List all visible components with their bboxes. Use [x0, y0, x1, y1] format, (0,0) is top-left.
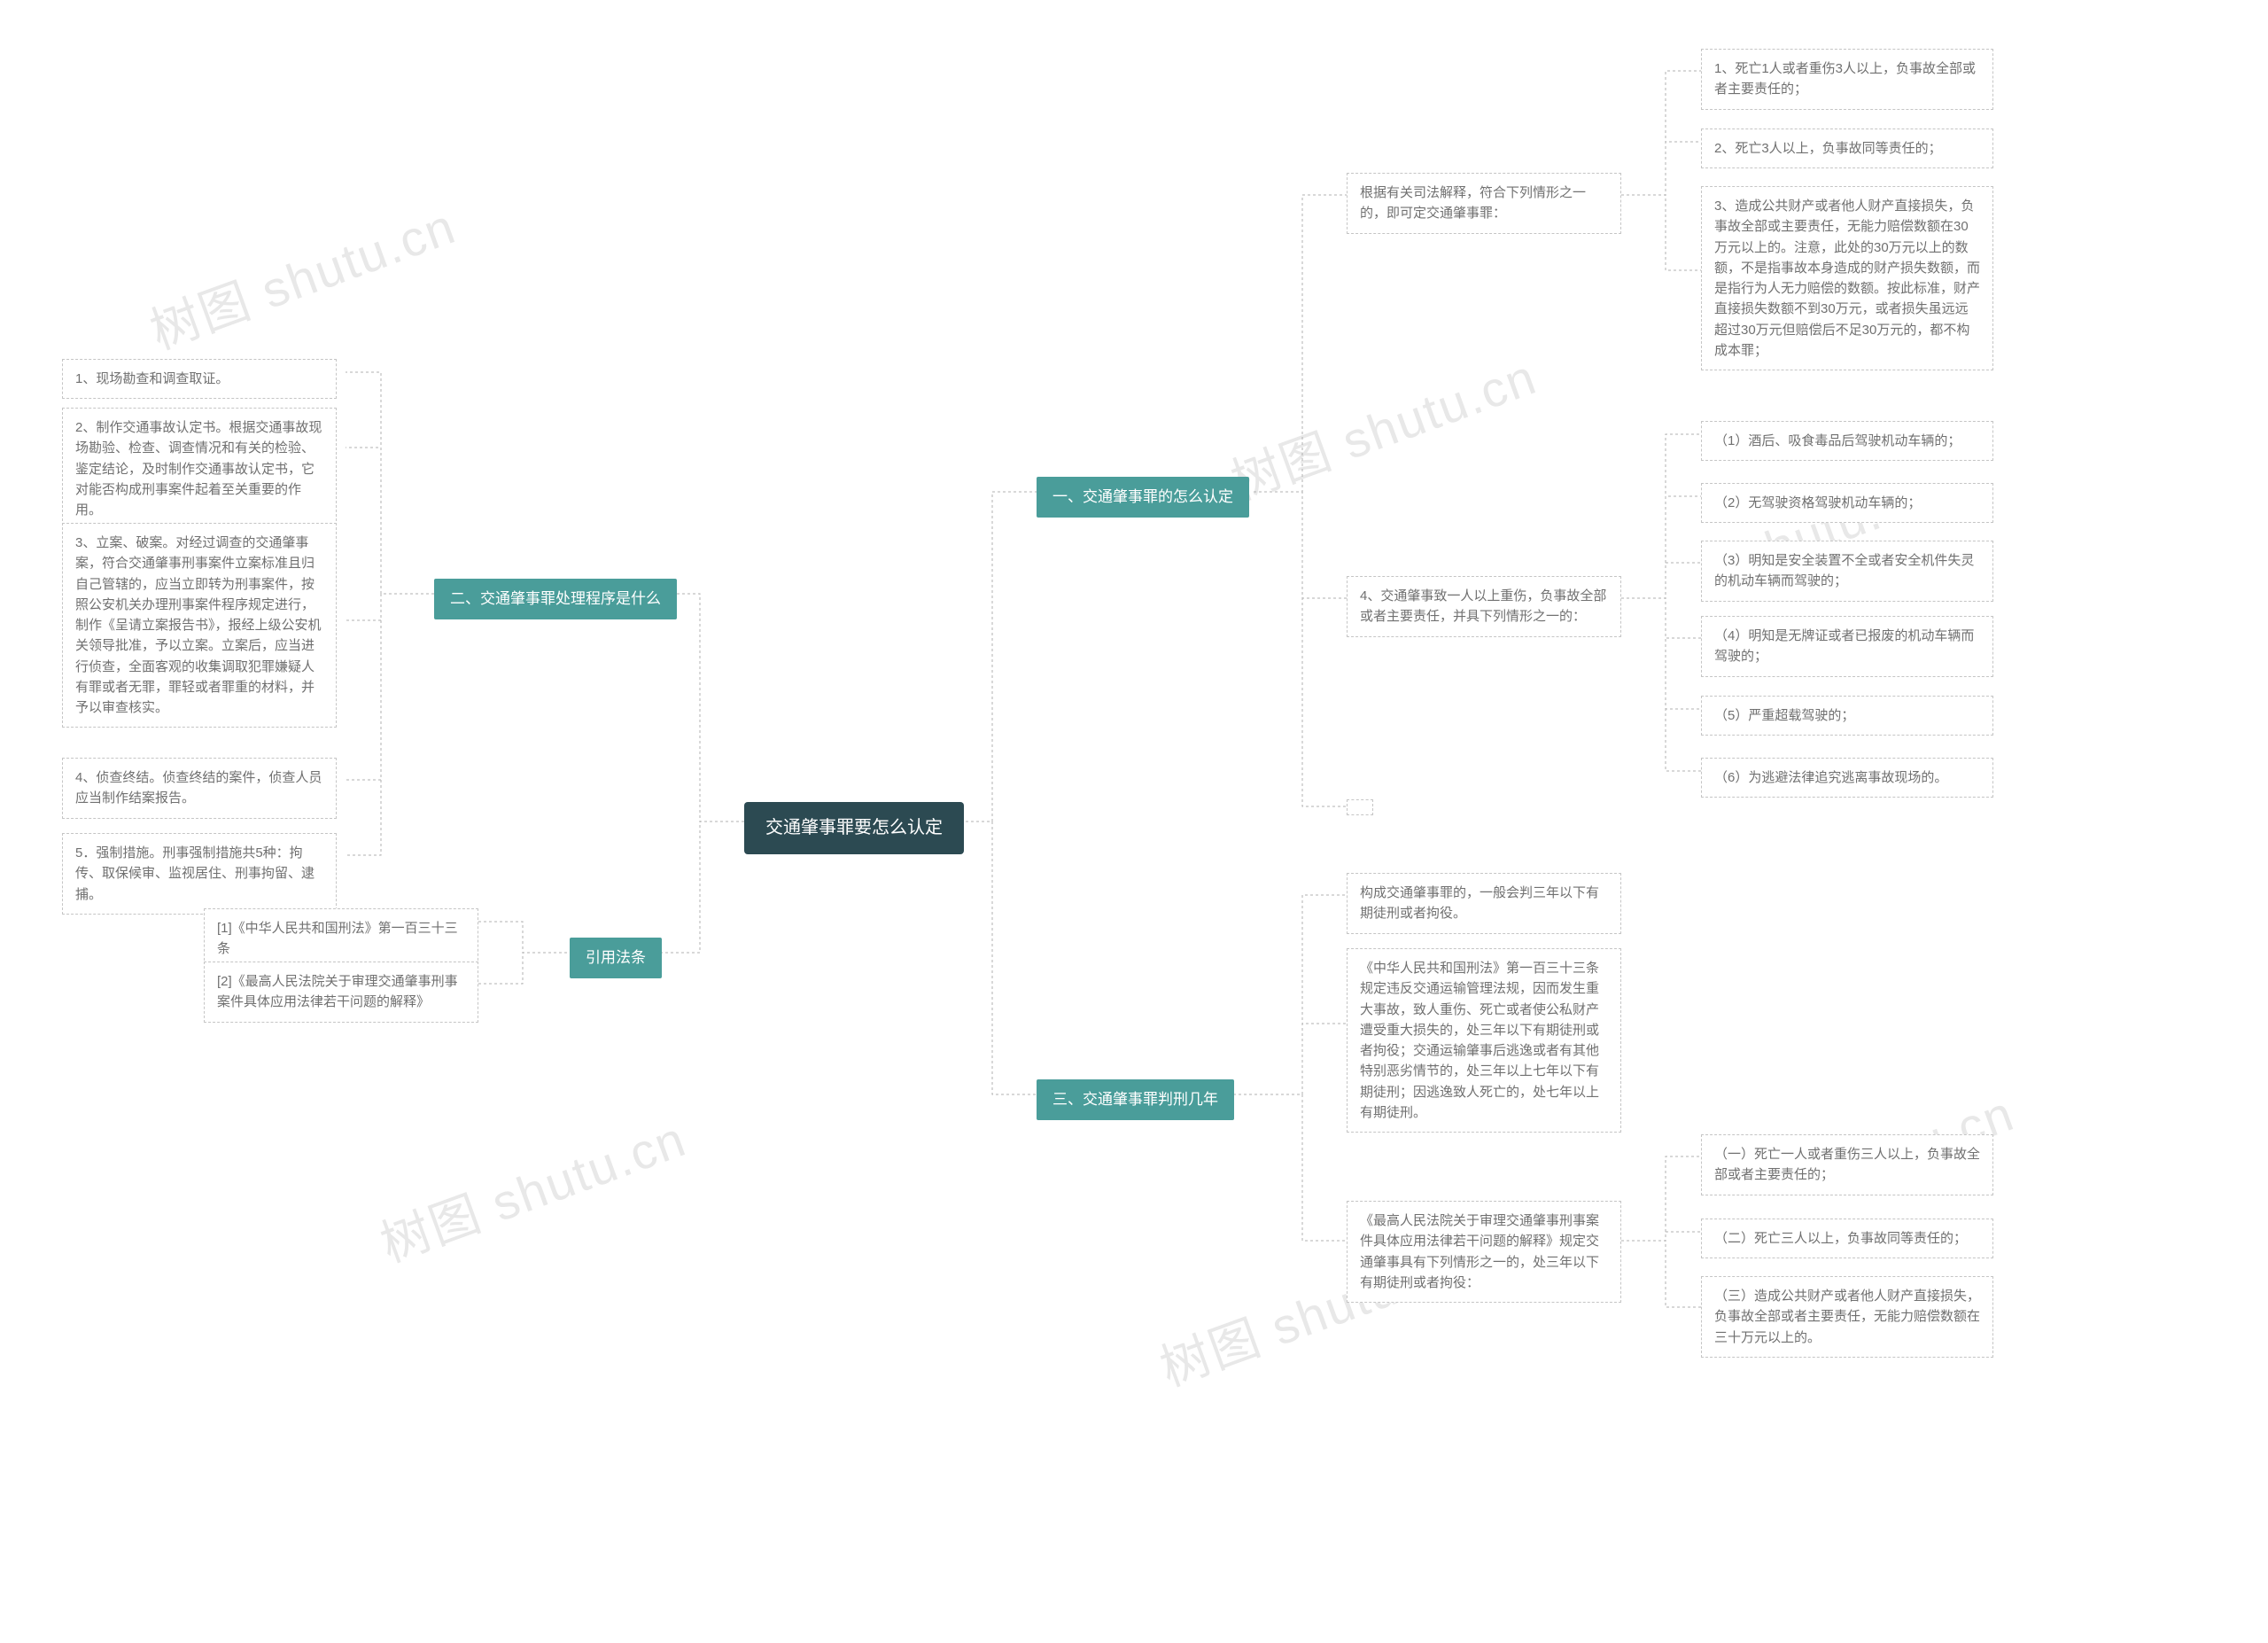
branch1-sub2: 4、交通肇事致一人以上重伤，负事故全部或者主要责任，并具下列情形之一的：: [1347, 576, 1621, 637]
branch1-sub2-item5: （6）为逃避法律追究逃离事故现场的。: [1701, 758, 1993, 798]
branch1-empty: [1347, 799, 1373, 815]
branch3-sub-item1: （二）死亡三人以上，负事故同等责任的；: [1701, 1219, 1993, 1258]
branch1-sub1-item0: 1、死亡1人或者重伤3人以上，负事故全部或者主要责任的；: [1701, 49, 1993, 110]
branch-2: 二、交通肇事罪处理程序是什么: [434, 579, 677, 619]
branch-4: 引用法条: [570, 938, 662, 978]
branch2-item3: 4、侦查终结。侦查终结的案件，侦查人员应当制作结案报告。: [62, 758, 337, 819]
branch1-sub1-item1: 2、死亡3人以上，负事故同等责任的；: [1701, 128, 1993, 168]
branch2-item1: 2、制作交通事故认定书。根据交通事故现场勘验、检查、调查情况和有关的检验、鉴定结…: [62, 408, 337, 530]
branch3-sub-item2: （三）造成公共财产或者他人财产直接损失，负事故全部或者主要责任，无能力赔偿数额在…: [1701, 1276, 1993, 1358]
branch1-sub2-item2: （3）明知是安全装置不全或者安全机件失灵的机动车辆而驾驶的；: [1701, 541, 1993, 602]
branch1-sub1-item2: 3、造成公共财产或者他人财产直接损失，负事故全部或主要责任，无能力赔偿数额在30…: [1701, 186, 1993, 370]
branch3-sub: 《最高人民法院关于审理交通肇事刑事案件具体应用法律若干问题的解释》规定交通肇事具…: [1347, 1201, 1621, 1303]
branch2-item0: 1、现场勘查和调查取证。: [62, 359, 337, 399]
watermark: 树图 shutu.cn: [139, 187, 464, 364]
branch1-sub2-item1: （2）无驾驶资格驾驶机动车辆的；: [1701, 483, 1993, 523]
branch-1: 一、交通肇事罪的怎么认定: [1037, 477, 1249, 518]
branch3-item1: 《中华人民共和国刑法》第一百三十三条规定违反交通运输管理法规，因而发生重大事故，…: [1347, 948, 1621, 1133]
branch1-sub1: 根据有关司法解释，符合下列情形之一的，即可定交通肇事罪：: [1347, 173, 1621, 234]
branch1-sub2-item4: （5）严重超载驾驶的；: [1701, 696, 1993, 736]
branch1-sub2-item0: （1）酒后、吸食毒品后驾驶机动车辆的；: [1701, 421, 1993, 461]
branch4-item0: [1]《中华人民共和国刑法》第一百三十三条: [204, 908, 478, 969]
root-node: 交通肇事罪要怎么认定: [744, 802, 964, 854]
branch1-sub2-item3: （4）明知是无牌证或者已报废的机动车辆而驾驶的；: [1701, 616, 1993, 677]
branch2-item2: 3、立案、破案。对经过调查的交通肇事案，符合交通肇事刑事案件立案标准且归自己管辖…: [62, 523, 337, 728]
branch3-item0: 构成交通肇事罪的，一般会判三年以下有期徒刑或者拘役。: [1347, 873, 1621, 934]
branch-3: 三、交通肇事罪判刑几年: [1037, 1079, 1234, 1120]
watermark: 树图 shutu.cn: [369, 1100, 695, 1277]
branch4-item1: [2]《最高人民法院关于审理交通肇事刑事案件具体应用法律若干问题的解释》: [204, 962, 478, 1023]
branch2-item4: 5．强制措施。刑事强制措施共5种：拘传、取保候审、监视居住、刑事拘留、逮捕。: [62, 833, 337, 915]
watermark: 树图 shutu.cn: [1220, 338, 1545, 515]
branch3-sub-item0: （一）死亡一人或者重伤三人以上，负事故全部或者主要责任的；: [1701, 1134, 1993, 1195]
